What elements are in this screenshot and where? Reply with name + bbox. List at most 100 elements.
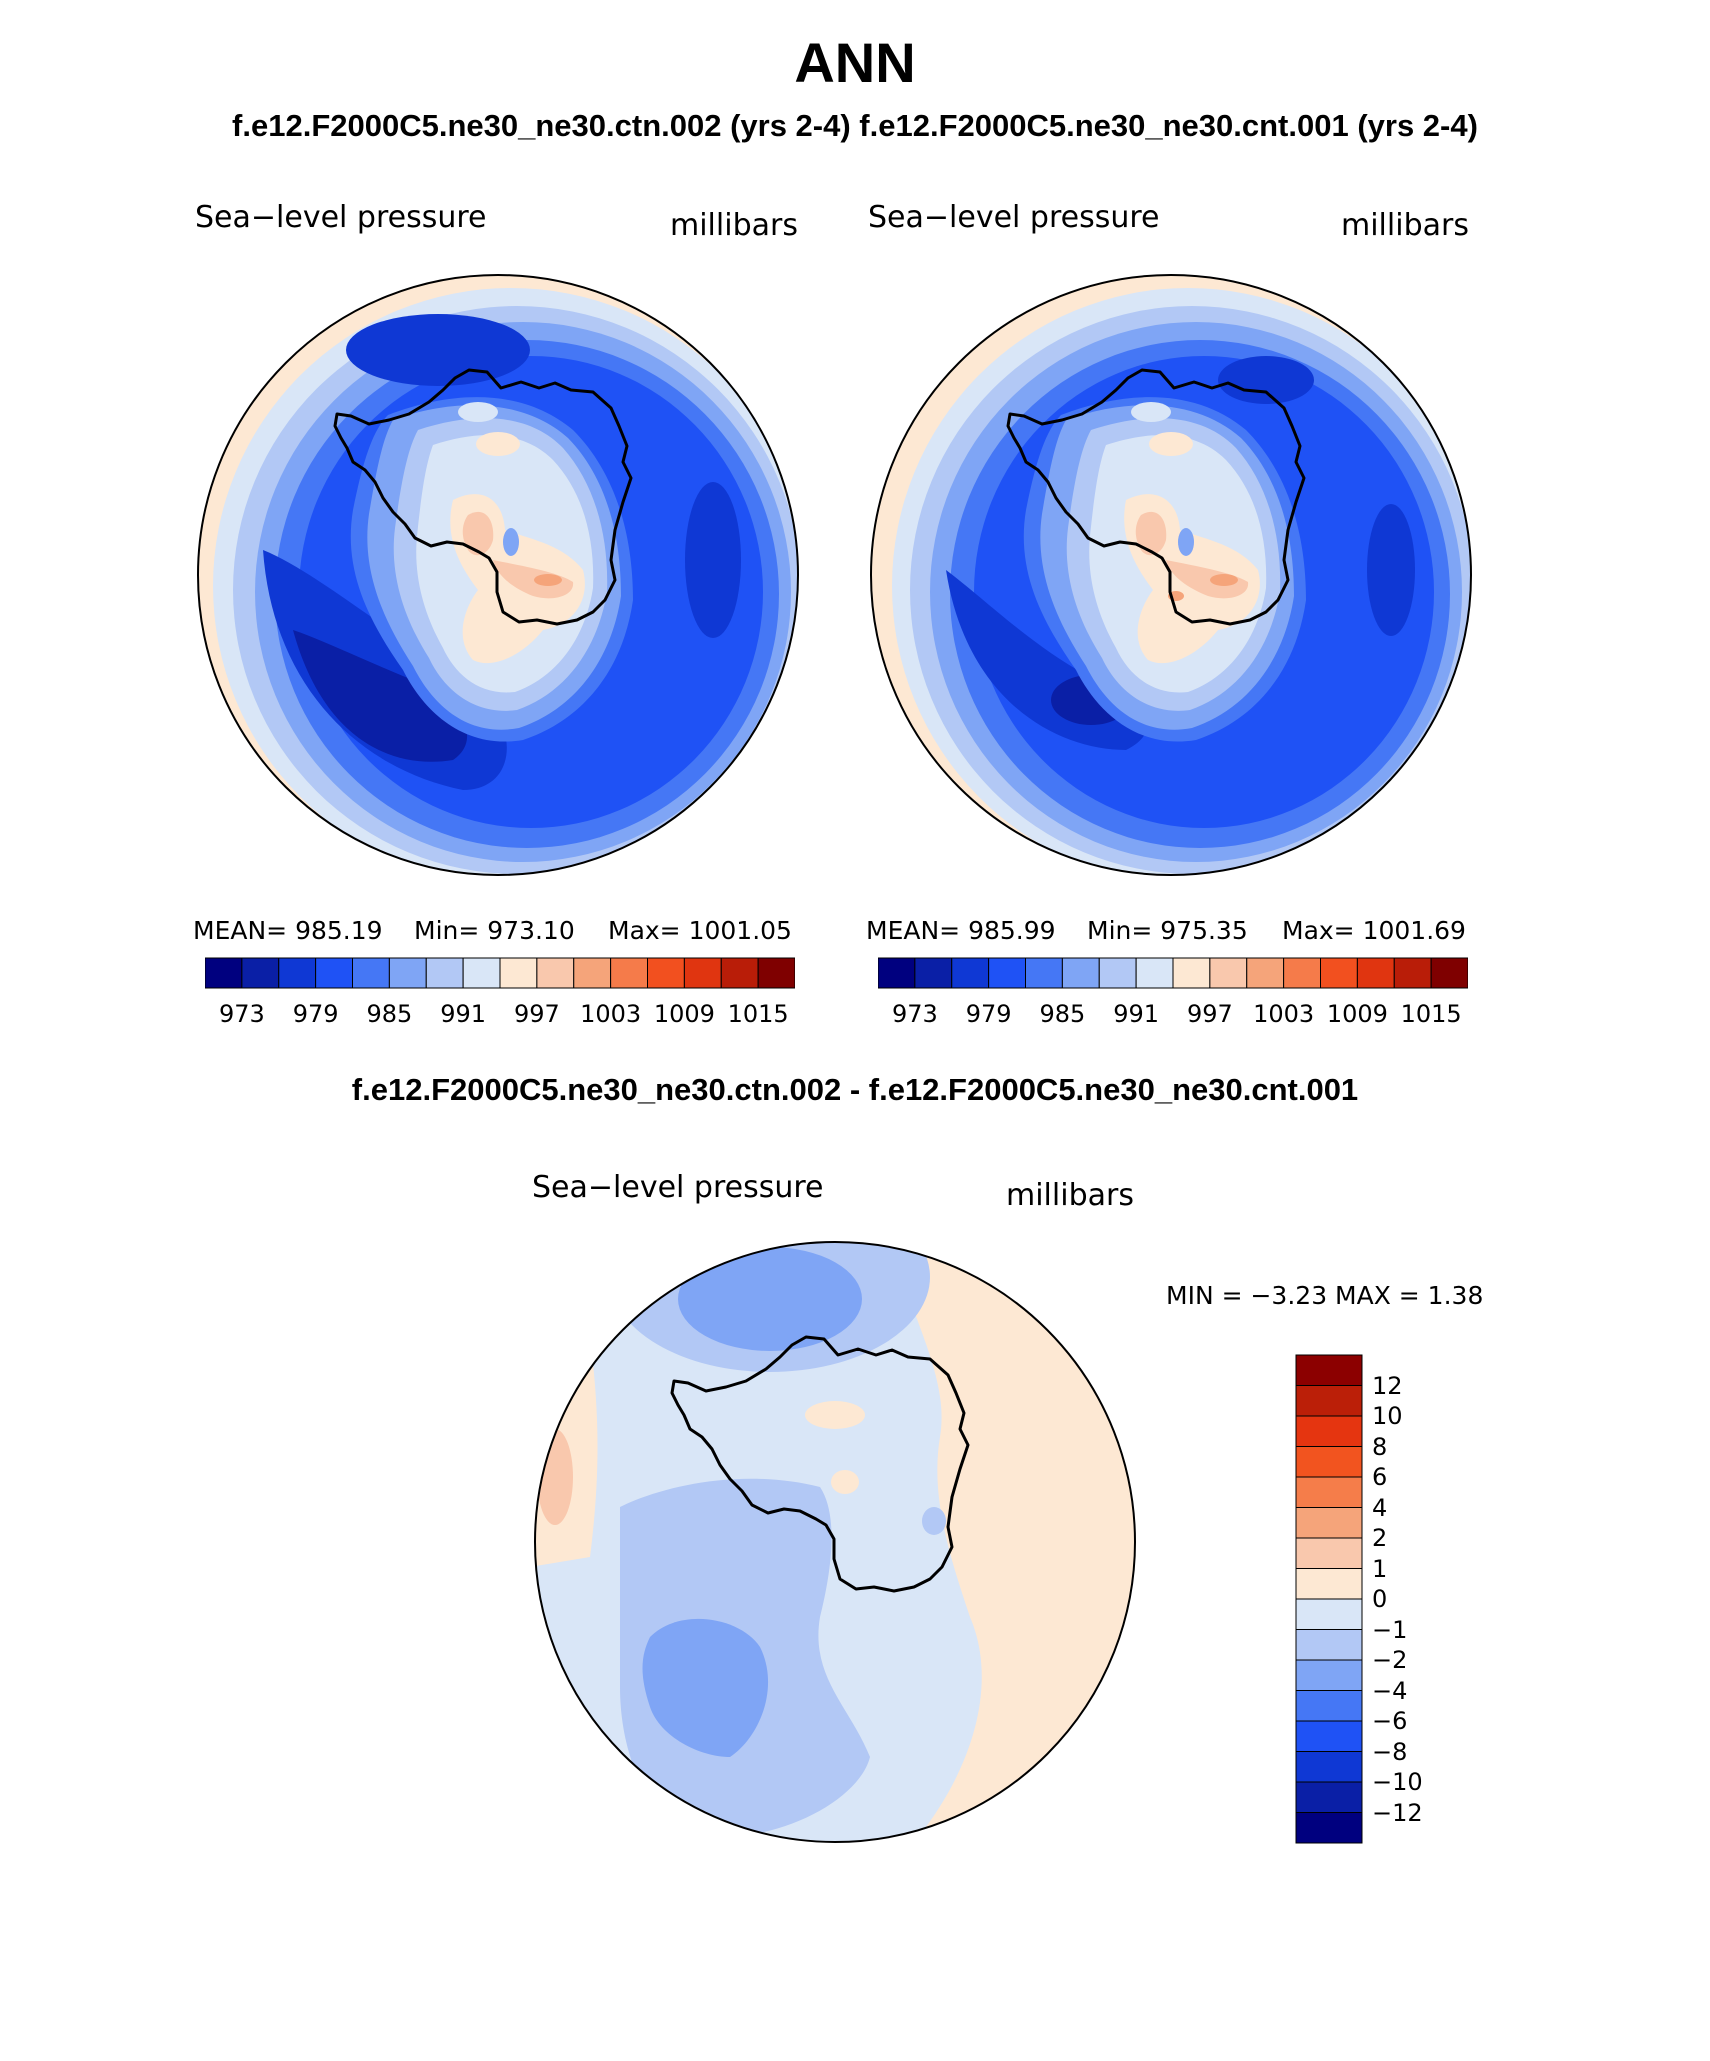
panel1-colorbar-swatch-0 bbox=[205, 957, 243, 989]
difference-colorbar-tick-label: −12 bbox=[1372, 1798, 1423, 1827]
panel2-colorbar-tick-label: 985 bbox=[1039, 1000, 1086, 1028]
difference-colorbar-swatch-5 bbox=[1295, 1507, 1363, 1539]
panel1-colorbar-swatch-15 bbox=[757, 957, 795, 989]
panel1-colorbar-swatch-11 bbox=[610, 957, 648, 989]
panel1-colorbar-swatch-3 bbox=[315, 957, 353, 989]
panel2-colorbar-ticks: 973 979 985 991 997 1003 1009 1015 bbox=[878, 1000, 1468, 1030]
difference-colorbar-swatch-2 bbox=[1295, 1415, 1363, 1447]
panel1-colorbar bbox=[205, 957, 795, 989]
panel1-colorbar-tick-label: 1015 bbox=[727, 1000, 789, 1028]
panel1-colorbar-swatch-5 bbox=[388, 957, 427, 989]
panel1-colorbar-swatch-13 bbox=[683, 957, 722, 989]
panel1-colorbar-swatch-4 bbox=[352, 957, 390, 989]
difference-colorbar-tick-label: 12 bbox=[1372, 1371, 1403, 1400]
difference-colorbar-swatch-13 bbox=[1295, 1751, 1363, 1783]
panel2-colorbar bbox=[878, 957, 1468, 989]
panel2-colorbar-tick-label: 991 bbox=[1113, 1000, 1160, 1028]
panel1-colorbar-tick-label: 973 bbox=[218, 1000, 265, 1028]
difference-colorbar-tick-label: −1 bbox=[1372, 1615, 1408, 1644]
difference-colorbar-tick-label: −8 bbox=[1372, 1737, 1408, 1766]
panel2-colorbar-tick-label: 979 bbox=[965, 1000, 1012, 1028]
difference-colorbar-swatch-4 bbox=[1295, 1476, 1363, 1508]
difference-colorbar-tick-label: 1 bbox=[1372, 1554, 1388, 1583]
panel1-colorbar-swatch-7 bbox=[462, 957, 501, 989]
difference-colorbar-tick-label: 0 bbox=[1372, 1585, 1388, 1613]
panel2-colorbar-swatch-0 bbox=[878, 957, 916, 989]
panel2-colorbar-swatch-13 bbox=[1356, 957, 1395, 989]
panel1-colorbar-swatch-10 bbox=[573, 957, 612, 989]
diff-min-max: MIN = −3.23 MAX = 1.38 bbox=[1166, 1281, 1484, 1310]
panel2-units-label: millibars bbox=[1341, 208, 1469, 243]
difference-colorbar-tick-label: 4 bbox=[1372, 1493, 1388, 1522]
panel2-polar-map bbox=[870, 274, 1472, 876]
diff-variable-label: Sea−level pressure bbox=[532, 1170, 824, 1205]
difference-polar-map bbox=[534, 1241, 1136, 1843]
difference-colorbar-swatch-6 bbox=[1295, 1537, 1363, 1569]
panel2-variable-label: Sea−level pressure bbox=[868, 200, 1160, 235]
panel2-max: Max= 1001.69 bbox=[1282, 916, 1466, 945]
panel2-colorbar-tick-label: 997 bbox=[1186, 1000, 1233, 1028]
panel2-min: Min= 975.35 bbox=[1087, 916, 1248, 945]
difference-colorbar bbox=[1295, 1354, 1363, 1844]
panel2-colorbar-swatch-11 bbox=[1283, 957, 1321, 989]
difference-colorbar-tick-label: 6 bbox=[1372, 1463, 1388, 1491]
panel1-polar-map bbox=[197, 274, 799, 876]
panel2-colorbar-swatch-4 bbox=[1025, 957, 1063, 989]
panel1-max: Max= 1001.05 bbox=[608, 916, 792, 945]
panel1-mean: MEAN= 985.19 bbox=[193, 916, 383, 945]
difference-colorbar-swatch-12 bbox=[1295, 1720, 1363, 1752]
panel2-colorbar-swatch-3 bbox=[988, 957, 1026, 989]
case-names-subtitle: f.e12.F2000C5.ne30_ne30.ctn.002 (yrs 2-4… bbox=[232, 108, 1478, 143]
difference-colorbar-ticks: 12 10 8 6 4 2 1 0 −1 −2 −4 −6 −8 −10 −12 bbox=[1372, 1354, 1492, 1844]
difference-colorbar-tick-label: −6 bbox=[1372, 1707, 1408, 1735]
difference-colorbar-swatch-0 bbox=[1295, 1354, 1363, 1386]
panel2-colorbar-swatch-2 bbox=[951, 957, 990, 989]
panel2-colorbar-swatch-5 bbox=[1061, 957, 1100, 989]
difference-colorbar-swatch-14 bbox=[1295, 1781, 1363, 1813]
panel1-colorbar-tick-label: 991 bbox=[440, 1000, 487, 1028]
difference-colorbar-tick-label: −10 bbox=[1372, 1768, 1423, 1796]
diff-units-label: millibars bbox=[1006, 1178, 1134, 1213]
panel2-colorbar-tick-label: 973 bbox=[891, 1000, 938, 1028]
difference-colorbar-tick-label: 2 bbox=[1372, 1524, 1388, 1552]
panel1-units-label: millibars bbox=[670, 208, 798, 243]
difference-colorbar-tick-label: −4 bbox=[1372, 1676, 1408, 1705]
difference-colorbar-swatch-15 bbox=[1295, 1812, 1363, 1844]
difference-colorbar-tick-label: −2 bbox=[1372, 1646, 1408, 1674]
panel1-colorbar-tick-label: 1009 bbox=[653, 1000, 715, 1028]
panel1-colorbar-tick-label: 997 bbox=[513, 1000, 560, 1028]
difference-colorbar-swatch-10 bbox=[1295, 1659, 1363, 1691]
plot-title: ANN bbox=[794, 31, 916, 94]
difference-title: f.e12.F2000C5.ne30_ne30.ctn.002 - f.e12.… bbox=[351, 1072, 1359, 1107]
panel2-colorbar-swatch-14 bbox=[1393, 957, 1432, 989]
panel2-colorbar-swatch-15 bbox=[1430, 957, 1468, 989]
difference-colorbar-tick-label: 8 bbox=[1372, 1432, 1388, 1461]
difference-colorbar-swatch-7 bbox=[1295, 1568, 1363, 1600]
panel1-colorbar-swatch-9 bbox=[536, 957, 575, 989]
panel2-colorbar-swatch-8 bbox=[1172, 957, 1211, 989]
panel2-colorbar-swatch-1 bbox=[914, 957, 953, 989]
panel1-colorbar-tick-label: 979 bbox=[292, 1000, 339, 1028]
difference-colorbar-swatch-11 bbox=[1295, 1690, 1363, 1722]
difference-colorbar-tick-label: 10 bbox=[1372, 1402, 1403, 1430]
panel1-colorbar-swatch-1 bbox=[241, 957, 280, 989]
panel2-colorbar-tick-label: 1015 bbox=[1400, 1000, 1462, 1028]
panel1-colorbar-swatch-2 bbox=[278, 957, 317, 989]
panel1-min: Min= 973.10 bbox=[414, 916, 575, 945]
panel1-colorbar-ticks: 973 979 985 991 997 1003 1009 1015 bbox=[205, 1000, 795, 1030]
panel2-colorbar-tick-label: 1009 bbox=[1326, 1000, 1388, 1028]
panel2-colorbar-tick-label: 1003 bbox=[1253, 1000, 1315, 1028]
difference-colorbar-swatch-3 bbox=[1295, 1446, 1363, 1478]
difference-colorbar-swatch-9 bbox=[1295, 1629, 1363, 1661]
panel2-colorbar-swatch-9 bbox=[1209, 957, 1248, 989]
panel1-colorbar-swatch-12 bbox=[647, 957, 685, 989]
panel2-colorbar-swatch-7 bbox=[1135, 957, 1174, 989]
panel1-colorbar-swatch-8 bbox=[499, 957, 538, 989]
panel1-colorbar-tick-label: 1003 bbox=[580, 1000, 642, 1028]
difference-colorbar-swatch-8 bbox=[1295, 1598, 1363, 1630]
panel1-variable-label: Sea−level pressure bbox=[195, 200, 487, 235]
panel1-colorbar-tick-label: 985 bbox=[366, 1000, 413, 1028]
panel1-colorbar-swatch-6 bbox=[425, 957, 464, 989]
panel2-colorbar-swatch-12 bbox=[1320, 957, 1358, 989]
panel2-mean: MEAN= 985.99 bbox=[866, 916, 1056, 945]
